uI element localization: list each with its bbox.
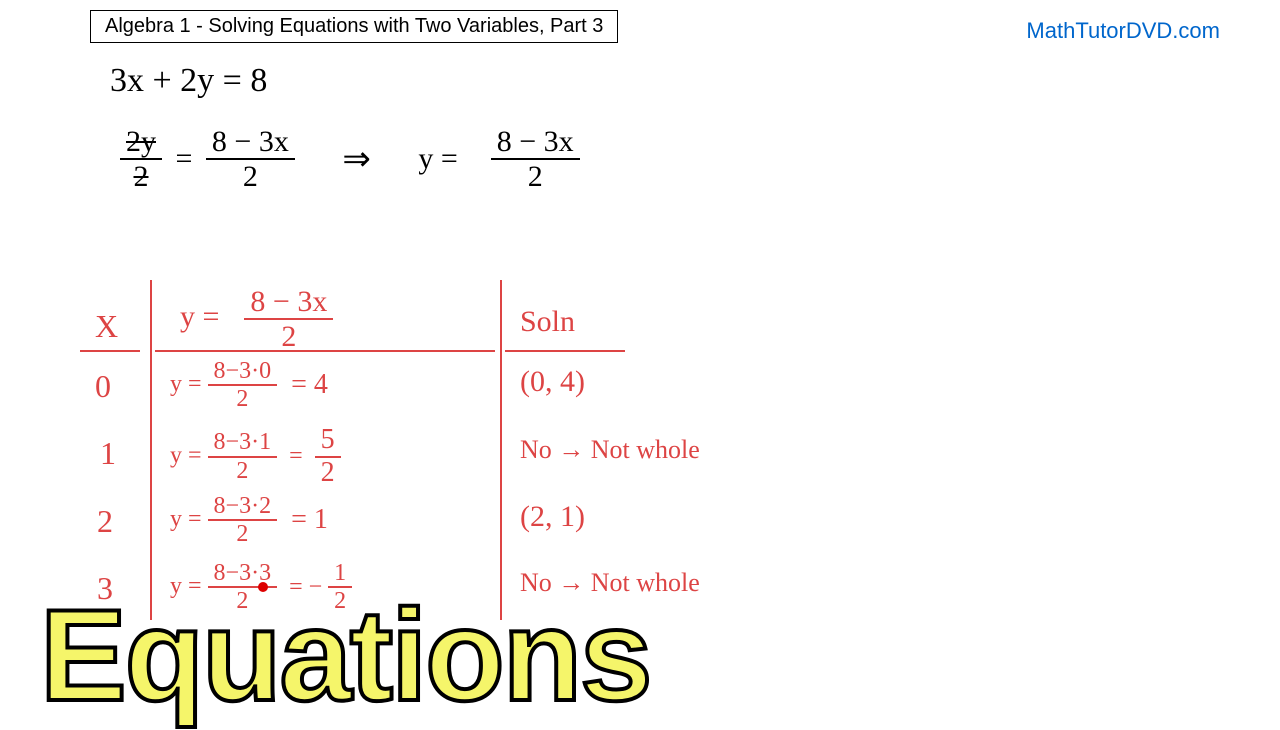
row-soln-2: (2, 1) (520, 500, 585, 534)
row-soln-0: (0, 4) (520, 365, 585, 399)
table-vline-2 (500, 280, 502, 620)
row-x-2: 2 (97, 503, 113, 540)
table-vline-1 (150, 280, 152, 620)
header-underline-x (80, 350, 140, 352)
lesson-title: Algebra 1 - Solving Equations with Two V… (105, 15, 603, 37)
result-fraction: 8 − 3x 2 (491, 125, 580, 193)
site-watermark: MathTutorDVD.com (1026, 18, 1220, 44)
rhs-fraction: 8 − 3x 2 (206, 125, 295, 193)
row-soln-1: No → Not whole (520, 435, 700, 465)
equation-step: 2y 2 = 8 − 3x 2 ⇒ y = 8 − 3x 2 (120, 125, 580, 193)
row-calc-2: y = 8−3·22 = 1 (170, 493, 328, 548)
lesson-title-box: Algebra 1 - Solving Equations with Two V… (90, 10, 618, 43)
row-calc-1: y = 8−3·12 = 52 (170, 425, 341, 489)
row-x-1: 1 (100, 435, 116, 472)
row-x-0: 0 (95, 368, 111, 405)
equation-original: 3x + 2y = 8 (110, 62, 267, 100)
lhs-fraction: 2y 2 (120, 125, 162, 193)
implies-arrow: ⇒ (342, 141, 371, 178)
table-header-soln: Soln (520, 305, 575, 339)
header-underline-soln (505, 350, 625, 352)
table-header-y: y = 8 − 3x 2 (180, 285, 333, 353)
table-header-x: X (95, 308, 118, 345)
overlay-title: Equations (40, 580, 650, 730)
row-calc-0: y = 8−3·02 = 4 (170, 358, 328, 413)
